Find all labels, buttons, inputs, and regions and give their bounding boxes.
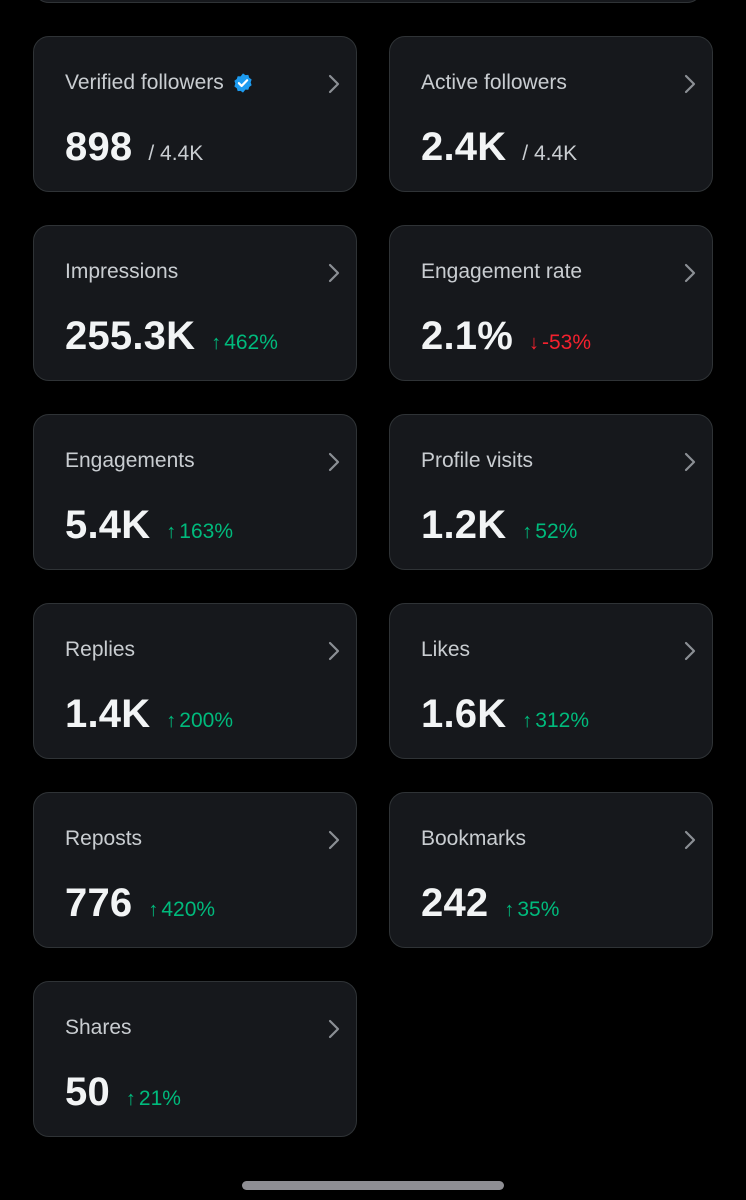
arrow-up-icon: ↑: [504, 899, 515, 921]
card-value: 5.4K: [65, 503, 151, 547]
card-change: ↑ 52%: [522, 520, 577, 544]
card-label-text: Reposts: [65, 827, 143, 850]
card-change: ↑ 462%: [211, 331, 278, 355]
card-change: ↑ 200%: [166, 709, 233, 733]
card-reposts[interactable]: Reposts 776 ↑ 420%: [33, 792, 357, 948]
card-label: Shares: [65, 1016, 132, 1040]
card-label-text: Impressions: [65, 260, 179, 283]
card-value: 898: [65, 125, 133, 169]
card-label: Verified followers: [65, 71, 254, 95]
chevron-right-icon: [684, 641, 696, 661]
card-label: Bookmarks: [421, 827, 526, 851]
chevron-right-icon: [328, 1019, 340, 1039]
card-label: Impressions: [65, 260, 178, 284]
chevron-right-icon: [328, 452, 340, 472]
card-label-text: Engagements: [65, 449, 195, 472]
card-change-value: 35%: [517, 898, 560, 921]
card-value-row: 898 / 4.4K: [65, 125, 203, 170]
card-engagements[interactable]: Engagements 5.4K ↑ 163%: [33, 414, 357, 570]
chevron-right-icon: [684, 452, 696, 472]
card-shares[interactable]: Shares 50 ↑ 21%: [33, 981, 357, 1137]
card-value-row: 1.6K ↑ 312%: [421, 692, 589, 737]
card-label: Engagements: [65, 449, 195, 473]
card-value: 1.6K: [421, 692, 507, 736]
arrow-up-icon: ↑: [522, 521, 533, 543]
card-replies[interactable]: Replies 1.4K ↑ 200%: [33, 603, 357, 759]
card-label-text: Verified followers: [65, 71, 224, 94]
analytics-grid: Verified followers 898 / 4.4K Active fol…: [33, 36, 713, 1137]
card-label-text: Profile visits: [421, 449, 534, 472]
card-value-row: 2.4K / 4.4K: [421, 125, 577, 170]
card-value-row: 50 ↑ 21%: [65, 1070, 181, 1115]
arrow-up-icon: ↑: [148, 899, 159, 921]
card-value: 1.2K: [421, 503, 507, 547]
card-change-value: 21%: [138, 1087, 181, 1110]
card-label-text: Engagement rate: [421, 260, 583, 283]
card-value-row: 255.3K ↑ 462%: [65, 314, 278, 359]
verified-badge-icon: [234, 73, 252, 93]
card-verified-followers[interactable]: Verified followers 898 / 4.4K: [33, 36, 357, 192]
card-total: / 4.4K: [522, 142, 578, 165]
card-engagement-rate[interactable]: Engagement rate 2.1% ↓ -53%: [389, 225, 713, 381]
arrow-up-icon: ↑: [166, 521, 177, 543]
arrow-up-icon: ↑: [166, 710, 177, 732]
chevron-right-icon: [684, 74, 696, 94]
card-label: Reposts: [65, 827, 142, 851]
arrow-down-icon: ↓: [528, 332, 539, 354]
arrow-up-icon: ↑: [522, 710, 533, 732]
card-value-row: 5.4K ↑ 163%: [65, 503, 233, 548]
previous-card-edge: [33, 0, 703, 3]
card-profile-visits[interactable]: Profile visits 1.2K ↑ 52%: [389, 414, 713, 570]
card-change-value: 200%: [179, 709, 234, 732]
card-change: ↑ 35%: [504, 898, 559, 922]
card-value-row: 1.4K ↑ 200%: [65, 692, 233, 737]
card-change: ↑ 163%: [166, 520, 233, 544]
card-change: ↑ 21%: [126, 1087, 181, 1111]
home-indicator[interactable]: [242, 1181, 504, 1190]
card-label: Engagement rate: [421, 260, 582, 284]
card-value-row: 1.2K ↑ 52%: [421, 503, 577, 548]
card-label-text: Bookmarks: [421, 827, 527, 850]
card-active-followers[interactable]: Active followers 2.4K / 4.4K: [389, 36, 713, 192]
card-change-value: 312%: [535, 709, 590, 732]
card-change-value: -53%: [541, 331, 592, 354]
card-label-text: Shares: [65, 1016, 132, 1039]
card-label-text: Likes: [421, 638, 471, 661]
card-change-value: 462%: [224, 331, 278, 354]
chevron-right-icon: [328, 641, 340, 661]
card-value: 776: [65, 881, 133, 925]
card-change: ↑ 312%: [522, 709, 589, 733]
card-value: 1.4K: [65, 692, 151, 736]
chevron-right-icon: [328, 263, 340, 283]
chevron-right-icon: [684, 830, 696, 850]
card-value: 242: [421, 881, 489, 925]
card-value-row: 2.1% ↓ -53%: [421, 314, 591, 359]
card-change-value: 163%: [179, 520, 234, 543]
card-label-text: Replies: [65, 638, 136, 661]
card-label-text: Active followers: [421, 71, 567, 94]
card-label: Replies: [65, 638, 135, 662]
card-change: ↑ 420%: [148, 898, 215, 922]
card-value: 2.4K: [421, 125, 507, 169]
card-label: Likes: [421, 638, 470, 662]
card-impressions[interactable]: Impressions 255.3K ↑ 462%: [33, 225, 357, 381]
chevron-right-icon: [328, 74, 340, 94]
card-value: 255.3K: [65, 314, 196, 358]
card-change-value: 52%: [535, 520, 578, 543]
card-total: / 4.4K: [148, 142, 204, 165]
arrow-up-icon: ↑: [125, 1088, 136, 1110]
arrow-up-icon: ↑: [211, 332, 222, 354]
card-value: 50: [65, 1070, 110, 1114]
card-value-row: 242 ↑ 35%: [421, 881, 559, 926]
card-change: ↓ -53%: [529, 331, 591, 355]
card-bookmarks[interactable]: Bookmarks 242 ↑ 35%: [389, 792, 713, 948]
card-value: 2.1%: [421, 314, 513, 358]
chevron-right-icon: [328, 830, 340, 850]
card-value-row: 776 ↑ 420%: [65, 881, 215, 926]
card-label: Profile visits: [421, 449, 533, 473]
chevron-right-icon: [684, 263, 696, 283]
card-likes[interactable]: Likes 1.6K ↑ 312%: [389, 603, 713, 759]
card-label: Active followers: [421, 71, 567, 95]
card-change-value: 420%: [161, 898, 216, 921]
